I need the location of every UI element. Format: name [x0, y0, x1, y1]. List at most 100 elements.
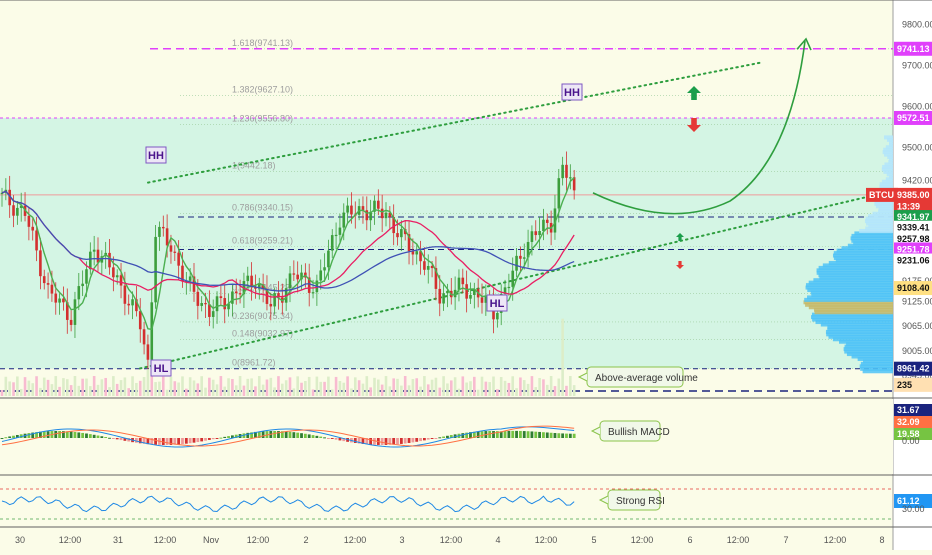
macd-histogram-bar: [449, 435, 453, 438]
candle-body: [311, 292, 315, 294]
volume-bar: [50, 384, 54, 396]
candle-body: [446, 290, 449, 294]
macd-histogram-bar: [246, 432, 250, 438]
volume-bar: [65, 379, 69, 396]
candle-body: [165, 228, 169, 246]
price-tag: [894, 199, 932, 214]
candle-body: [215, 296, 219, 312]
volume-profile-bar: [841, 246, 893, 251]
candle-body: [92, 249, 96, 252]
price-tag-label: 9251.78: [897, 244, 930, 254]
volume-bar: [492, 376, 495, 396]
volume-bar: [307, 376, 311, 396]
volume-bar: [300, 382, 303, 396]
volume-profile-bar: [827, 327, 893, 332]
candle-body: [334, 234, 338, 237]
candle-body: [54, 293, 58, 303]
candle-body: [400, 229, 403, 238]
volume-bar: [242, 385, 246, 396]
candle-body: [526, 241, 530, 258]
volume-bar: [100, 379, 104, 396]
volume-profile-bar: [884, 135, 893, 140]
volume-profile-bar: [884, 152, 893, 157]
macd-line: [1, 426, 575, 448]
macd-histogram-bar: [542, 432, 545, 438]
y-tick-label: 9005.00: [902, 346, 932, 356]
macd-histogram-bar: [211, 438, 215, 440]
candle-body: [415, 251, 419, 255]
macd-histogram-bar: [327, 438, 330, 439]
volume-profile-bar: [887, 155, 893, 160]
candle-body: [465, 284, 468, 299]
volume-bar: [250, 378, 253, 396]
macd-value-tag: [894, 404, 932, 416]
pattern-label: HL: [154, 363, 169, 375]
macd-histogram-bar: [96, 435, 100, 438]
macd-histogram-bar: [338, 438, 342, 441]
fib-label: 1.236(9556.80): [232, 113, 293, 123]
bearish-arrow-icon: [687, 118, 701, 132]
volume-profile-bar: [860, 361, 893, 366]
price-tag-label: 8961.42: [897, 364, 930, 374]
volume-profile-bar: [814, 310, 893, 315]
volume-bar: [542, 379, 545, 396]
price-tag: [894, 110, 932, 125]
volume-bar: [353, 377, 357, 396]
macd-histogram-bar: [188, 438, 192, 444]
macd-histogram-bar: [223, 436, 227, 438]
candle-body: [273, 293, 276, 307]
macd-histogram-bar: [519, 430, 522, 438]
volume-profile-bar: [812, 317, 893, 322]
price-tag: [894, 231, 932, 246]
volume-bar: [204, 387, 207, 396]
volume-bar: [254, 386, 257, 396]
volume-bar: [549, 376, 553, 396]
volume-profile-bar: [889, 142, 893, 147]
volume-bar: [534, 387, 538, 396]
macd-histogram-bar: [261, 431, 265, 438]
volume-bar: [342, 382, 346, 396]
macd-histogram-bar: [177, 438, 181, 445]
macd-histogram-bar: [138, 438, 142, 444]
volume-bar: [177, 382, 180, 396]
macd-histogram-bar: [119, 438, 123, 441]
candle-body: [530, 231, 534, 242]
volume-bar: [192, 380, 196, 396]
macd-histogram-bar: [8, 436, 12, 438]
macd-histogram-bar: [545, 432, 549, 438]
volume-bar: [377, 379, 380, 396]
volume-bar: [123, 377, 127, 396]
candle-body: [96, 249, 100, 263]
volume-profile-bar: [885, 145, 893, 150]
volume-bar: [284, 380, 288, 396]
volume-bar: [457, 388, 461, 396]
volume-profile-bar: [816, 268, 893, 273]
macd-histogram-bar: [307, 434, 311, 438]
candle-body: [442, 293, 445, 304]
macd-annotation-pointer: [590, 426, 601, 436]
volume-bar: [469, 381, 472, 396]
macd-histogram-bar: [488, 431, 492, 438]
price-tag: [894, 41, 932, 56]
macd-histogram-bar: [561, 433, 565, 438]
volume-bar: [261, 384, 265, 396]
volume-profile-bar: [808, 280, 893, 285]
pattern-label-box: [561, 83, 583, 101]
candle-body: [534, 231, 538, 236]
volume-profile-bar: [826, 332, 893, 337]
volume-bar: [135, 382, 138, 396]
macd-histogram-bar: [296, 432, 300, 438]
volume-profile-bar: [878, 206, 893, 211]
macd-histogram-bar: [303, 433, 307, 438]
macd-histogram-bar: [111, 438, 115, 439]
volume-bar: [85, 378, 88, 396]
macd-histogram-bar: [572, 433, 576, 438]
volume-bar: [350, 388, 353, 396]
candle-body: [123, 285, 127, 304]
candle-body: [73, 299, 77, 325]
candle-body: [100, 256, 104, 263]
candle-body: [200, 303, 203, 306]
macd-histogram-bar: [369, 438, 373, 445]
volume-profile-bar: [885, 177, 893, 182]
pattern-label: HH: [564, 87, 580, 99]
